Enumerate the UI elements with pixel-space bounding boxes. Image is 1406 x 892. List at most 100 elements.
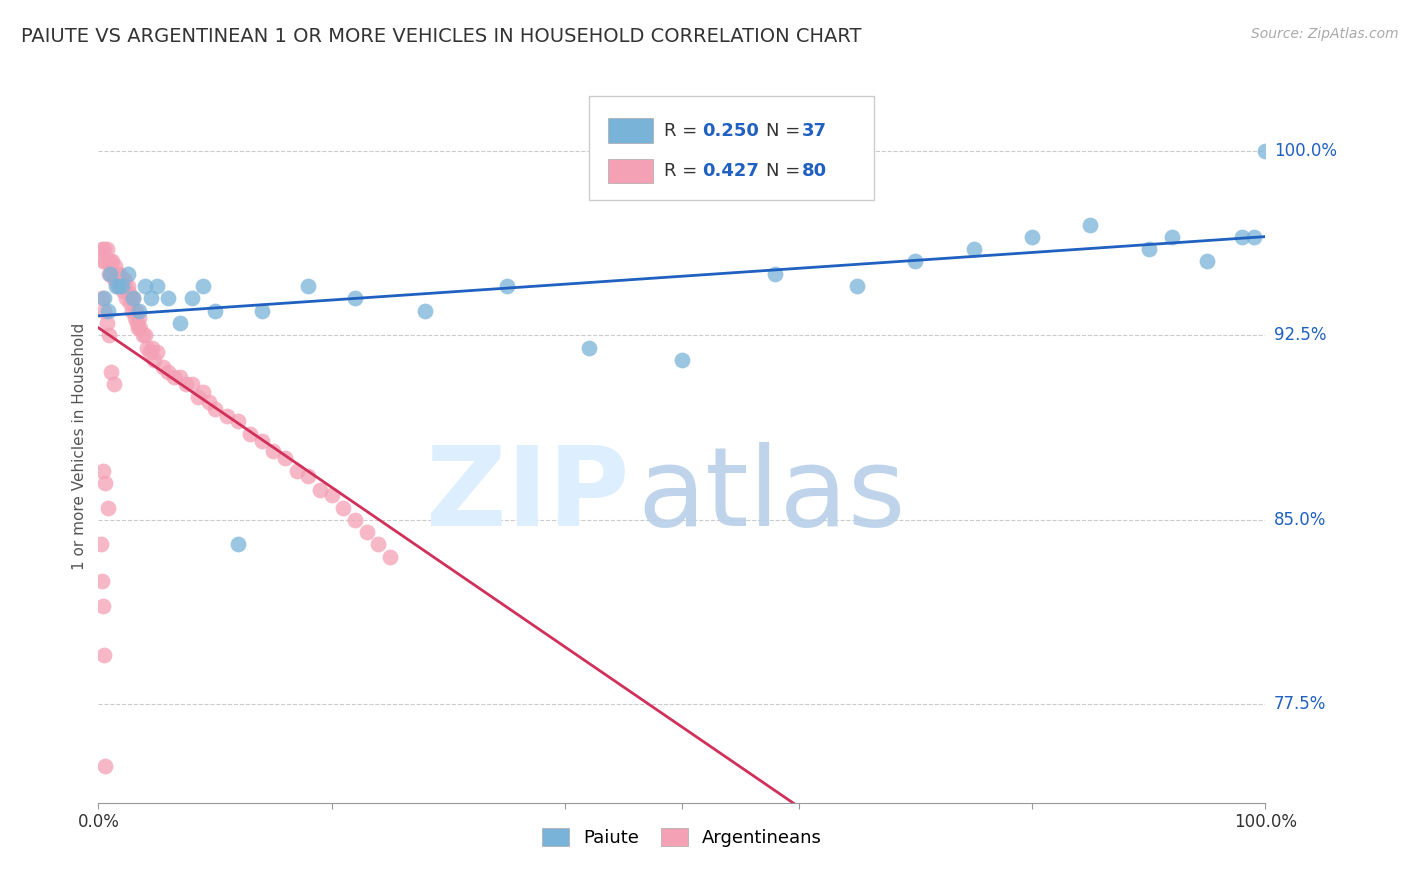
Text: R =: R =: [665, 162, 703, 180]
Point: [344, 291, 367, 305]
Point: [332, 500, 354, 515]
Point: [104, 267, 127, 281]
Point: [174, 377, 197, 392]
Point: [344, 513, 367, 527]
Text: 85.0%: 85.0%: [1274, 511, 1326, 529]
Point: [163, 370, 186, 384]
Point: [297, 468, 319, 483]
Point: [146, 345, 169, 359]
FancyBboxPatch shape: [609, 119, 652, 143]
Point: [496, 279, 519, 293]
Point: [108, 279, 131, 293]
Point: [125, 303, 148, 318]
Point: [91, 464, 114, 478]
Text: 0.427: 0.427: [702, 162, 759, 180]
Point: [141, 341, 163, 355]
Point: [1137, 242, 1160, 256]
Point: [285, 464, 308, 478]
Point: [115, 291, 138, 305]
Point: [94, 254, 117, 268]
Point: [187, 390, 209, 404]
Point: [262, 444, 284, 458]
Point: [128, 303, 150, 318]
Point: [108, 267, 131, 281]
Point: [1080, 218, 1102, 232]
Legend: Paiute, Argentineans: Paiute, Argentineans: [534, 821, 830, 855]
Point: [105, 271, 128, 285]
Point: [132, 328, 155, 343]
Text: 77.5%: 77.5%: [1274, 696, 1326, 714]
Point: [128, 311, 150, 326]
Point: [250, 434, 273, 448]
Point: [121, 303, 143, 318]
Point: [904, 254, 927, 268]
Point: [93, 291, 115, 305]
Text: 80: 80: [801, 162, 827, 180]
Point: [204, 402, 226, 417]
Text: N =: N =: [766, 162, 806, 180]
Point: [110, 279, 132, 293]
Point: [1021, 230, 1043, 244]
Point: [193, 279, 215, 293]
Point: [193, 384, 215, 399]
Point: [228, 414, 250, 428]
Point: [215, 409, 238, 424]
Point: [125, 316, 148, 330]
Point: [239, 426, 262, 441]
Point: [136, 341, 159, 355]
Point: [104, 260, 127, 274]
Point: [94, 475, 117, 490]
Text: R =: R =: [665, 121, 703, 139]
Point: [152, 360, 174, 375]
Point: [139, 345, 162, 359]
Point: [180, 291, 202, 305]
Point: [98, 254, 121, 268]
Point: [97, 500, 120, 515]
Point: [90, 291, 112, 305]
Point: [107, 279, 129, 293]
Point: [127, 321, 149, 335]
Point: [93, 303, 115, 318]
Point: [122, 291, 145, 305]
Point: [97, 267, 120, 281]
Point: [157, 365, 180, 379]
Point: [169, 370, 191, 384]
Point: [671, 352, 693, 367]
Text: ZIP: ZIP: [426, 442, 630, 549]
Point: [96, 316, 118, 330]
Point: [98, 267, 121, 281]
Text: 92.5%: 92.5%: [1274, 326, 1326, 344]
Point: [100, 365, 122, 379]
Y-axis label: 1 or more Vehicles in Household: 1 or more Vehicles in Household: [72, 322, 87, 570]
Point: [112, 271, 135, 285]
Point: [846, 279, 869, 293]
Point: [111, 271, 134, 285]
Point: [380, 549, 402, 564]
Point: [114, 279, 136, 293]
Point: [139, 291, 162, 305]
Point: [91, 599, 114, 613]
FancyBboxPatch shape: [589, 96, 875, 200]
Text: 100.0%: 100.0%: [1274, 142, 1337, 160]
Point: [962, 242, 984, 256]
Point: [93, 648, 115, 662]
Point: [309, 483, 332, 498]
Point: [180, 377, 202, 392]
Point: [250, 303, 273, 318]
Point: [90, 242, 112, 256]
Point: [104, 279, 127, 293]
Point: [134, 328, 156, 343]
Point: [367, 537, 389, 551]
Point: [122, 291, 145, 305]
Point: [274, 451, 297, 466]
Text: 0.250: 0.250: [702, 121, 759, 139]
Point: [120, 291, 142, 305]
Point: [157, 291, 180, 305]
Point: [143, 352, 166, 367]
Point: [1195, 254, 1218, 268]
Text: PAIUTE VS ARGENTINEAN 1 OR MORE VEHICLES IN HOUSEHOLD CORRELATION CHART: PAIUTE VS ARGENTINEAN 1 OR MORE VEHICLES…: [21, 27, 862, 45]
Text: atlas: atlas: [637, 442, 905, 549]
Point: [413, 303, 436, 318]
Point: [91, 254, 114, 268]
Point: [1243, 230, 1265, 244]
